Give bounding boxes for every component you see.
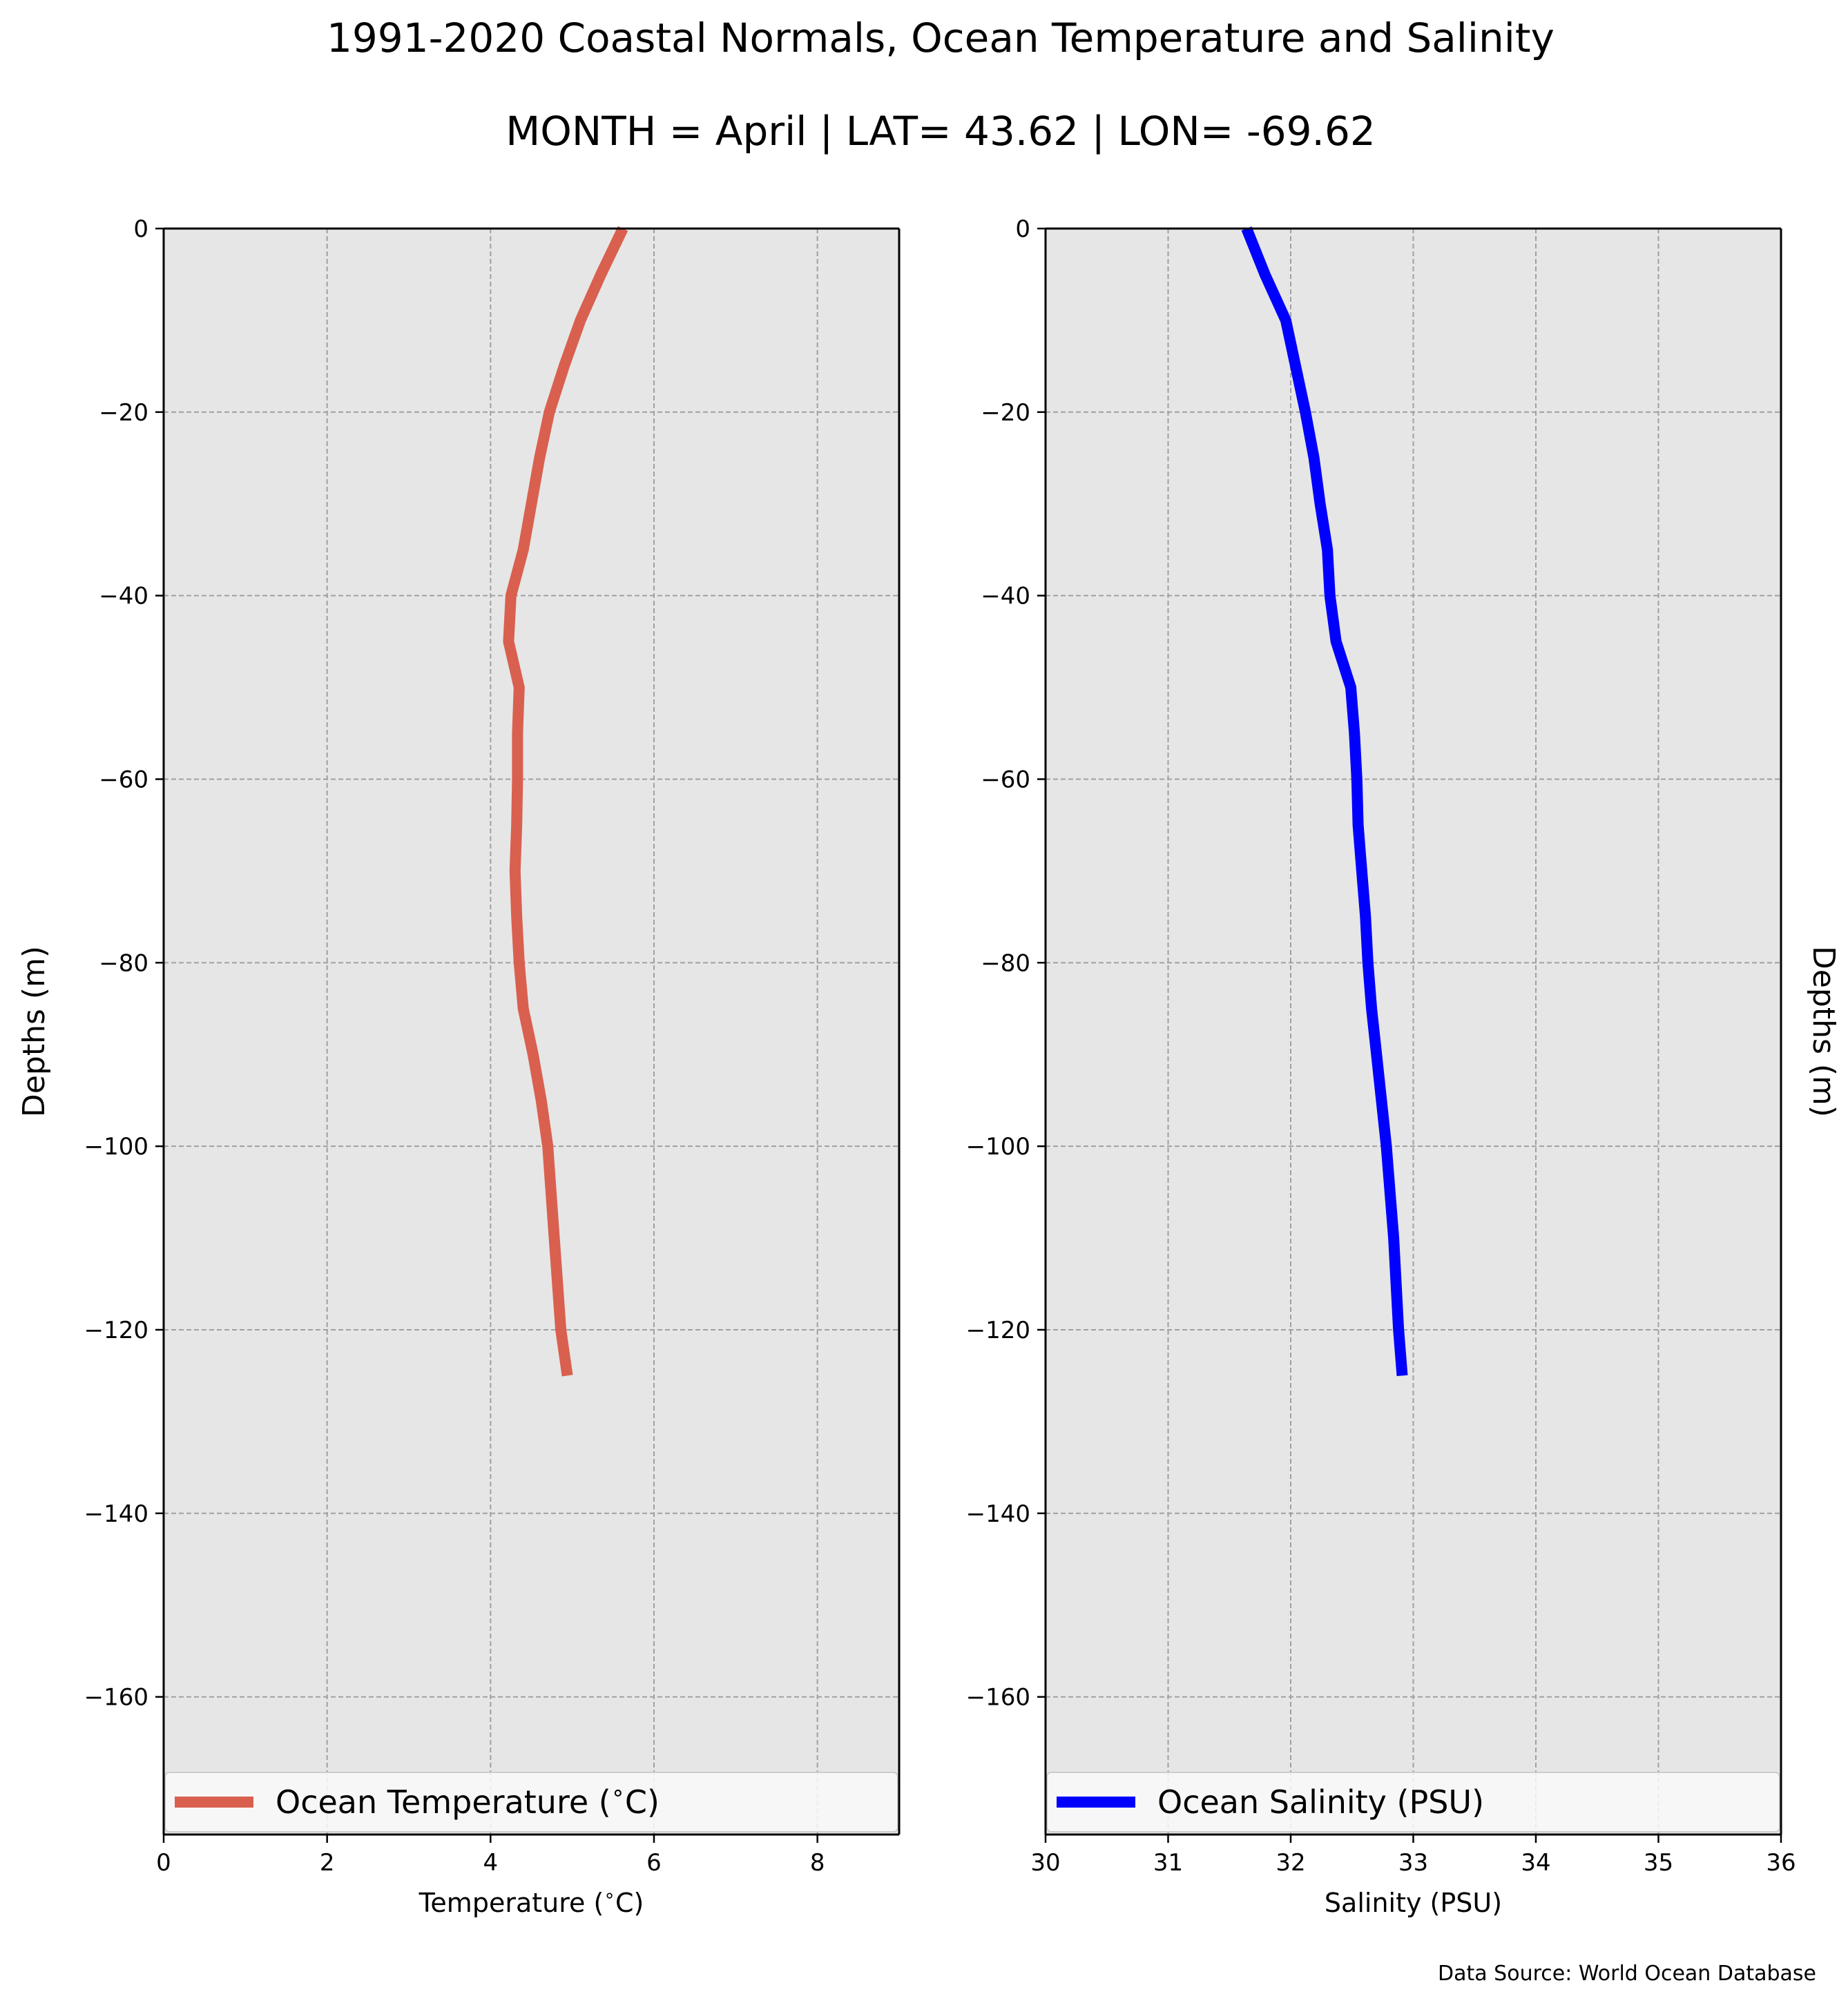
salinity-series-line-0 (1241, 226, 1408, 1377)
temperature-y-tick-label-4: −80 (99, 949, 148, 977)
salinity-x-tick-label-2: 32 (1276, 1849, 1305, 1877)
salinity-y-tick-label-6: −120 (966, 1317, 1030, 1344)
temperature-legend-label-0: Ocean Temperature (∘C) (276, 1779, 660, 1821)
salinity-y-axis-label: Depths (m) (1806, 946, 1841, 1117)
salinity-y-tick-label-2: −40 (981, 583, 1030, 610)
temperature-legend-box (164, 1772, 898, 1832)
salinity-y-tick-label-3: −60 (981, 766, 1030, 793)
data-source-note: Data Source: World Ocean Database (1438, 1962, 1816, 1986)
salinity-y-tick-label-0: 0 (1015, 215, 1030, 243)
temperature-y-tick-label-6: −120 (84, 1317, 148, 1344)
temperature-y-tick-label-8: −160 (84, 1684, 148, 1712)
salinity-x-tick-label-1: 31 (1153, 1849, 1183, 1877)
temperature-y-tick-label-1: −20 (99, 399, 148, 427)
temperature-y-tick-label-3: −60 (99, 766, 148, 793)
salinity-x-tick-label-3: 33 (1398, 1849, 1428, 1877)
temperature-x-tick-label-1: 2 (320, 1849, 335, 1877)
salinity-y-tick-label-7: −140 (966, 1500, 1030, 1528)
salinity-x-axis-label: Salinity (PSU) (1325, 1888, 1502, 1918)
temperature-x-tick-label-4: 8 (810, 1849, 825, 1877)
temperature-x-tick-label-2: 4 (483, 1849, 499, 1877)
salinity-x-tick-label-6: 36 (1766, 1849, 1796, 1877)
temperature-y-axis-label: Depths (m) (17, 946, 52, 1117)
salinity-legend-label-0: Ocean Salinity (PSU) (1157, 1783, 1484, 1821)
salinity-legend-box (1046, 1772, 1780, 1832)
temperature-y-tick-label-7: −140 (84, 1500, 148, 1528)
temperature-y-tick-label-5: −100 (84, 1133, 148, 1161)
salinity-x-tick-label-0: 30 (1030, 1849, 1060, 1877)
salinity-y-tick-label-4: −80 (981, 949, 1030, 977)
salinity-y-tick-label-8: −160 (966, 1684, 1030, 1712)
temperature-x-tick-label-0: 0 (156, 1849, 171, 1877)
temperature-y-tick-label-2: −40 (99, 583, 148, 610)
temperature-series-line-0 (503, 226, 628, 1377)
salinity-x-tick-label-4: 34 (1521, 1849, 1550, 1877)
salinity-plot-area (1046, 229, 1781, 1835)
salinity-x-tick-label-5: 35 (1644, 1849, 1673, 1877)
temperature-x-tick-label-3: 6 (646, 1849, 662, 1877)
temperature-y-tick-label-0: 0 (133, 215, 148, 243)
temperature-panel: Ocean Temperature (∘C) 0 2 4 6 8 0 −20 −40 −60 −80… (17, 215, 901, 1918)
salinity-panel: Ocean Salinity (PSU) 30 31 32 33 34 35 36 0 −20 −4… (966, 215, 1841, 1918)
chart-title: 1991-2020 Coastal Normals, Ocean Tempera… (327, 14, 1555, 61)
salinity-y-tick-label-1: −20 (981, 399, 1030, 427)
salinity-y-tick-label-5: −100 (966, 1133, 1030, 1161)
chart-subtitle: MONTH = April | LAT= 43.62 | LON= -69.62 (506, 108, 1376, 155)
